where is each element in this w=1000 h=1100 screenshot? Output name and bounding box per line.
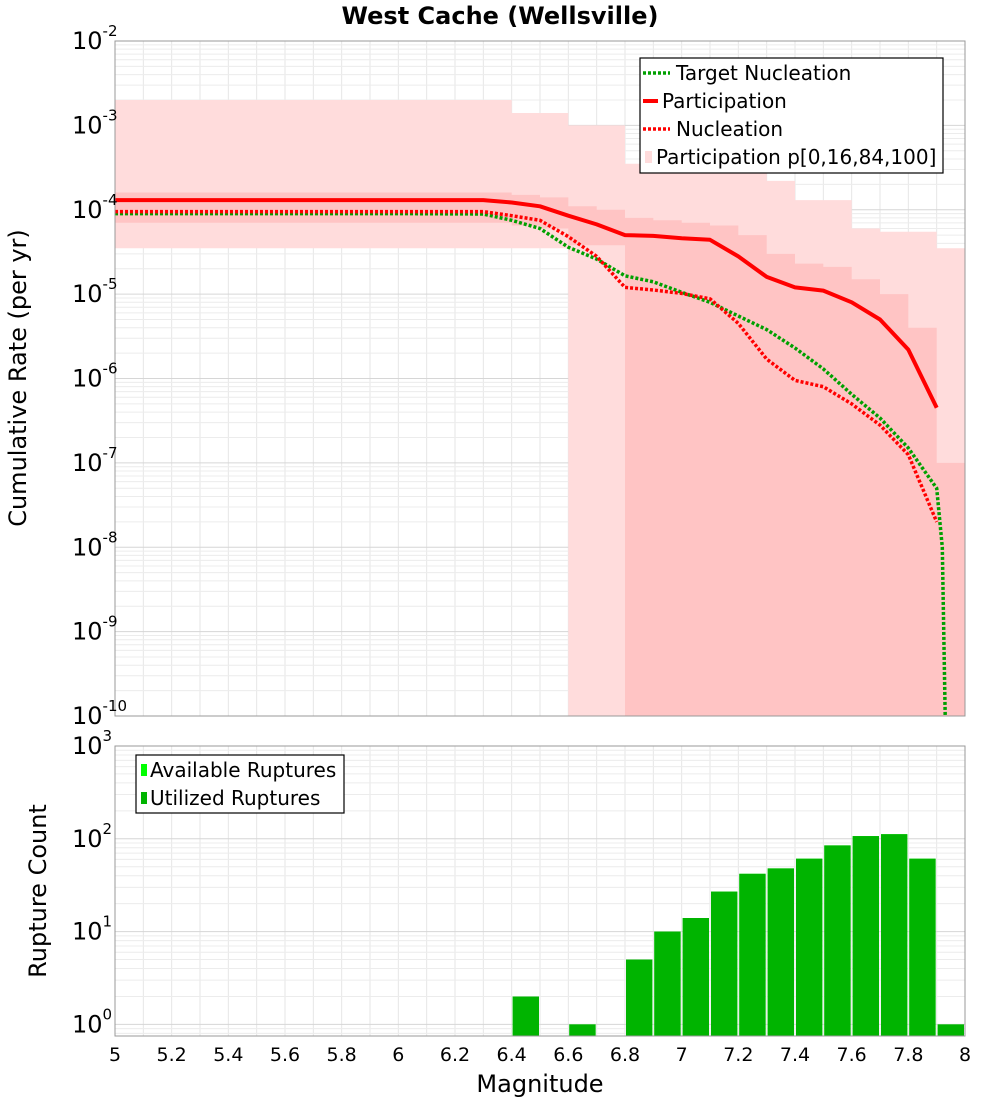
bar-utilized-ruptures: [881, 834, 908, 1036]
rate-lines: [115, 198, 947, 717]
x-tick-label: 5.4: [213, 1044, 243, 1066]
bar-utilized-ruptures: [682, 918, 709, 1036]
x-tick-label: 5: [109, 1044, 121, 1066]
bar-utilized-ruptures: [909, 858, 936, 1036]
rupture-y-ticks: 100 101 102 103: [72, 727, 112, 1038]
y-tick-label: 10-8: [72, 528, 118, 561]
x-tick-label: 5.2: [157, 1044, 187, 1066]
y-tick-label: 103: [72, 727, 112, 760]
x-tick-label: 6.8: [610, 1044, 640, 1066]
rate-plot-frame: [114, 40, 966, 717]
bar-utilized-ruptures: [711, 891, 738, 1036]
rupture-legend: Available Ruptures Utilized Ruptures: [135, 754, 345, 814]
legend-label-target-nucleation: Target Nucleation: [675, 61, 851, 85]
rupture-y-axis-label: Rupture Count: [24, 804, 52, 978]
y-tick-label: 10-3: [72, 106, 118, 139]
rupture-plot-frame: [114, 745, 966, 1037]
bar-utilized-ruptures: [767, 868, 794, 1036]
x-tick-label: 7.6: [837, 1044, 867, 1066]
series-line-nucleation: [115, 209, 939, 523]
rate-y-ticks: 10-10 10-9 10-8 10-7 10-6 10-5 10-4 10-3 10-2: [72, 22, 127, 730]
x-tick-label: 7.8: [893, 1044, 923, 1066]
legend-swatch-utilized: [141, 792, 147, 804]
legend-swatch-available: [141, 764, 147, 776]
x-tick-label: 6.4: [497, 1044, 527, 1066]
y-tick-label: 10-4: [72, 191, 118, 224]
x-tick-label: 6.6: [553, 1044, 583, 1066]
series-line-target-nucleation: [115, 211, 947, 717]
legend-label-nucleation: Nucleation: [676, 117, 783, 141]
y-tick-label: 102: [72, 820, 112, 853]
legend-swatch-participation-band: [645, 151, 652, 163]
legend-label-available: Available Ruptures: [150, 758, 336, 782]
y-tick-label: 10-9: [72, 613, 118, 646]
legend-label-participation-band: Participation p[0,16,84,100]: [656, 145, 936, 169]
x-tick-label: 7: [676, 1044, 688, 1066]
y-tick-label: 10-5: [72, 275, 118, 308]
x-tick-label: 5.8: [327, 1044, 357, 1066]
bar-utilized-ruptures: [796, 858, 823, 1036]
rate-y-axis-label: Cumulative Rate (per yr): [4, 229, 32, 527]
bar-utilized-ruptures: [569, 1024, 596, 1036]
y-tick-label: 101: [72, 913, 112, 946]
x-tick-label: 7.4: [780, 1044, 810, 1066]
x-tick-label: 6.2: [440, 1044, 470, 1066]
bar-utilized-ruptures: [852, 836, 879, 1036]
y-tick-label: 10-10: [72, 697, 127, 730]
legend-label-participation: Participation: [662, 89, 787, 113]
x-tick-label: 6: [392, 1044, 404, 1066]
bar-utilized-ruptures: [937, 1024, 964, 1036]
rate-panel: 10-10 10-9 10-8 10-7 10-6 10-5 10-4 10-3 10-2 Cu…: [4, 22, 966, 730]
rupture-bars: [512, 834, 964, 1036]
y-tick-label: 10-2: [72, 22, 118, 55]
rupture-legend-box: [135, 754, 345, 814]
y-tick-label: 100: [72, 1005, 112, 1038]
x-tick-label: 8: [959, 1044, 971, 1066]
bar-utilized-ruptures: [654, 931, 681, 1036]
y-tick-label: 10-7: [72, 444, 118, 477]
series-line-participation: [115, 198, 939, 409]
rupture-panel: 100 101 102 103 5 5.2 5.4 5.6 5.8 6 6.2 6.4 6.6 6.8 7…: [24, 727, 971, 1098]
rate-legend: Target Nucleation Participation Nucleati…: [639, 57, 944, 174]
rate-legend-box: [639, 57, 944, 174]
y-tick-label: 10-6: [72, 360, 118, 393]
bar-utilized-ruptures: [512, 996, 539, 1036]
x-tick-label: 5.6: [270, 1044, 300, 1066]
chart-title: West Cache (Wellsville): [342, 2, 659, 30]
bar-utilized-ruptures: [739, 873, 766, 1036]
rupture-x-ticks: 5 5.2 5.4 5.6 5.8 6 6.2 6.4 6.6 6.8 7 7.2 7.4 7.6 7.8 8: [109, 1044, 971, 1066]
x-axis-label: Magnitude: [476, 1070, 603, 1098]
bar-utilized-ruptures: [626, 959, 653, 1036]
x-tick-label: 7.2: [723, 1044, 753, 1066]
legend-label-utilized: Utilized Ruptures: [150, 786, 320, 810]
bar-utilized-ruptures: [824, 845, 851, 1036]
